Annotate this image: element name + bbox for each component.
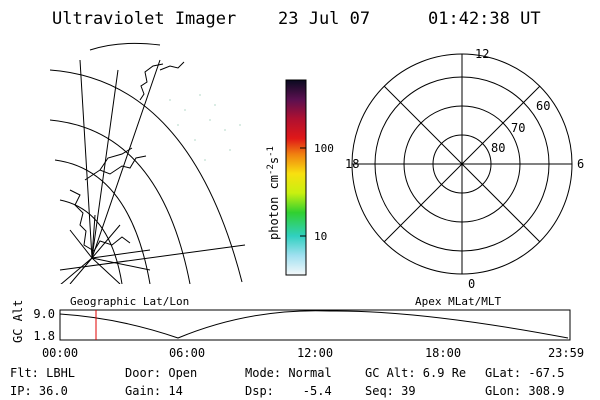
info-field: GC Alt: 6.9 Re (365, 366, 466, 380)
info-field: Mode: Normal (245, 366, 332, 380)
x-tick-label: 23:59 (548, 346, 584, 360)
mlt-label: 12 (475, 47, 489, 61)
colorbar-tick-label: 100 (314, 142, 334, 155)
x-tick-label: 12:00 (297, 346, 333, 360)
info-field: Dsp: -5.4 (245, 384, 332, 398)
info-field: GLon: 308.9 (485, 384, 564, 398)
time: 01:42:38 UT (428, 9, 541, 29)
y-axis-label: GC Alt (11, 300, 25, 343)
unit: s (267, 157, 281, 164)
title: Ultraviolet Imager (52, 9, 236, 29)
lat-label: 80 (491, 141, 505, 155)
info-field: IP: 36.0 (10, 384, 68, 398)
x-tick-label: 18:00 (425, 346, 461, 360)
info-field: Flt: LBHL (10, 366, 75, 380)
y-tick-label: 1.8 (33, 329, 55, 343)
info: Flt: LBHL Door: Open Mode: Normal GC Alt: 6… (10, 366, 564, 398)
mlt-label: 6 (577, 157, 584, 171)
colorbar-label: photon cm-2s-1 (266, 146, 281, 240)
x-tick-label: 00:00 (42, 346, 78, 360)
altitude-curve (59, 310, 569, 339)
unit: photon cm (267, 175, 281, 240)
x-tick-label: 06:00 (169, 346, 205, 360)
polar-grid (351, 53, 573, 275)
panel-label: Geographic Lat/Lon (70, 295, 189, 308)
exponent: -2 (266, 164, 276, 175)
aurora-dots (169, 94, 241, 161)
lat-label: 70 (511, 121, 525, 135)
mlt-label: 18 (345, 157, 359, 171)
y-tick-label: 9.0 (33, 307, 55, 321)
mlt-label: 0 (468, 277, 475, 291)
panel-label: Apex MLat/MLT (415, 295, 501, 308)
lat-label: 60 (536, 99, 550, 113)
info-field: Gain: 14 (125, 384, 183, 398)
colorbar-tick-label: 10 (314, 230, 327, 243)
info-field: Seq: 39 (365, 384, 416, 398)
date: 23 Jul 07 (278, 9, 370, 29)
info-field: Door: Open (125, 366, 197, 380)
exponent: -1 (266, 146, 276, 157)
map (50, 42, 246, 284)
info-field: GLat: -67.5 (485, 366, 564, 380)
colorbar (285, 79, 307, 276)
altitude-plot (59, 309, 571, 341)
